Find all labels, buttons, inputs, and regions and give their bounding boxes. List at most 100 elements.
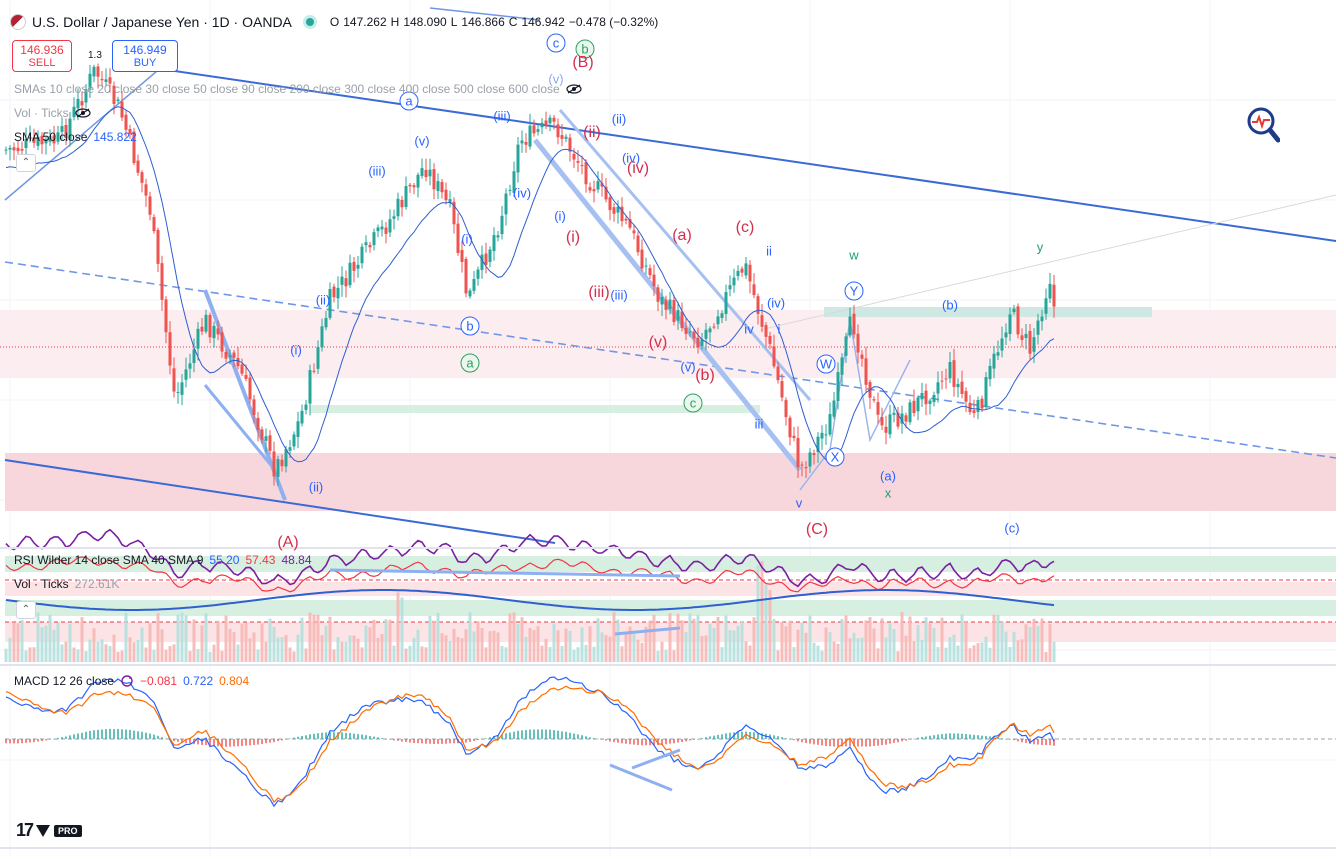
candle-body — [940, 380, 944, 382]
candle-body — [428, 169, 432, 177]
candle-body — [788, 417, 792, 438]
macd-histogram-bar — [113, 729, 115, 739]
candle-body — [172, 368, 176, 392]
sell-button[interactable]: 146.936 SELL — [12, 40, 72, 72]
candle-body — [400, 199, 404, 208]
macd-histogram-bar — [941, 734, 943, 739]
wave-label: (ii) — [583, 124, 601, 141]
supply-zone — [824, 307, 1152, 317]
buy-button[interactable]: 146.949 BUY — [112, 40, 178, 72]
macd-histogram-bar — [217, 739, 219, 747]
macd-histogram-bar — [269, 739, 271, 743]
volume-bar — [448, 640, 452, 662]
candle-body — [604, 186, 608, 200]
macd-trendline — [609, 763, 673, 792]
candle-body — [240, 364, 244, 374]
support-zone — [310, 405, 760, 413]
collapse-legend-button[interactable]: ⌃ — [16, 601, 36, 619]
wave-label: (iv) — [512, 185, 532, 201]
candle-body — [136, 160, 140, 173]
macd-histogram-bar — [749, 731, 751, 739]
macd-histogram-bar — [617, 739, 619, 743]
candle-body — [556, 124, 560, 138]
hidden-eye-icon[interactable] — [75, 108, 91, 118]
volume-bar — [556, 630, 560, 662]
volume-bar — [112, 634, 116, 662]
demand-zone — [5, 453, 1336, 511]
rsi-legend[interactable]: RSI Wilder 14 close SMA 40 SMA 9 55.20 5… — [14, 553, 312, 567]
volume-bar — [376, 637, 380, 662]
macd-histogram-bar — [909, 739, 911, 740]
macd-histogram-bar — [877, 739, 879, 746]
sma50-legend[interactable]: SMA 50 close 145.822 — [14, 130, 137, 144]
smas-legend[interactable]: SMAs 10 close 20 close 30 close 50 close… — [14, 82, 582, 96]
collapse-legend-button[interactable]: ⌃ — [16, 154, 36, 172]
macd-histogram-bar — [329, 731, 331, 739]
candle-body — [80, 101, 84, 106]
macd-histogram-bar — [953, 733, 955, 739]
macd-histogram-bar — [937, 734, 939, 739]
macd-histogram-bar — [825, 739, 827, 747]
wave-label: (ii) — [611, 111, 627, 127]
candle-body — [332, 286, 336, 298]
macd-histogram-bar — [845, 739, 847, 747]
candle-body — [1048, 283, 1052, 299]
macd-histogram-bar — [493, 736, 495, 739]
rsi-trendline — [614, 626, 681, 636]
candle-body — [844, 336, 848, 356]
rising-line — [4, 59, 171, 201]
candle-body — [236, 358, 240, 367]
candle-body — [1008, 314, 1012, 335]
volume-bar — [564, 628, 568, 662]
macd-histogram-bar — [973, 734, 975, 739]
macd-histogram-bar — [137, 731, 139, 739]
volume-bar — [832, 641, 836, 662]
macd-histogram-bar — [389, 739, 391, 740]
tradingview-logo[interactable]: 17 PRO — [16, 820, 82, 841]
refresh-icon[interactable] — [120, 674, 134, 688]
symbol-title[interactable]: U.S. Dollar / Japanese Yen · 1D · OANDA — [32, 14, 292, 30]
candle-body — [564, 136, 568, 139]
volume-bar — [60, 644, 64, 662]
macd-histogram-bar — [685, 739, 687, 742]
candle-body — [872, 399, 876, 401]
macd-histogram-bar — [245, 739, 247, 746]
candle-body — [312, 370, 316, 372]
volume-bar — [784, 626, 788, 662]
macd-histogram-bar — [913, 738, 915, 740]
wave-label: (a) — [672, 227, 692, 244]
candle-body — [24, 139, 28, 148]
candle-body — [72, 106, 76, 118]
macd-histogram-bar — [737, 731, 739, 739]
volume-bar — [116, 651, 120, 662]
macd-histogram-bar — [409, 739, 411, 743]
vol-legend[interactable]: Vol · Ticks — [14, 106, 91, 120]
candle-body — [496, 235, 500, 238]
candle-body — [340, 276, 344, 285]
rsi-pane — [4, 528, 1336, 662]
volume-bar — [84, 651, 88, 662]
wave-label: (A) — [277, 534, 299, 551]
candle-body — [220, 332, 224, 352]
candle-body — [904, 415, 908, 422]
candle-body — [640, 249, 644, 269]
magnifier-icon[interactable] — [1246, 106, 1280, 144]
volume-bar — [536, 626, 540, 662]
macd-legend[interactable]: MACD 12 26 close −0.081 0.722 0.804 — [14, 674, 249, 688]
macd-histogram-bar — [9, 739, 11, 744]
volume-bar — [992, 614, 996, 662]
volume-bar — [192, 619, 196, 662]
macd-histogram-bar — [237, 739, 239, 747]
hidden-eye-icon[interactable] — [566, 84, 582, 94]
wave-label: (iv) — [621, 150, 641, 166]
candle-body — [920, 393, 924, 400]
volume-bar — [252, 632, 256, 662]
macd-histogram-bar — [177, 739, 179, 742]
macd-histogram-bar — [565, 731, 567, 739]
rsi-band — [5, 582, 1336, 596]
vol-ticks-value: 272.61K — [74, 577, 120, 591]
volume-bar — [296, 634, 300, 662]
vol-ticks-legend[interactable]: Vol · Ticks 272.61K — [14, 577, 119, 591]
